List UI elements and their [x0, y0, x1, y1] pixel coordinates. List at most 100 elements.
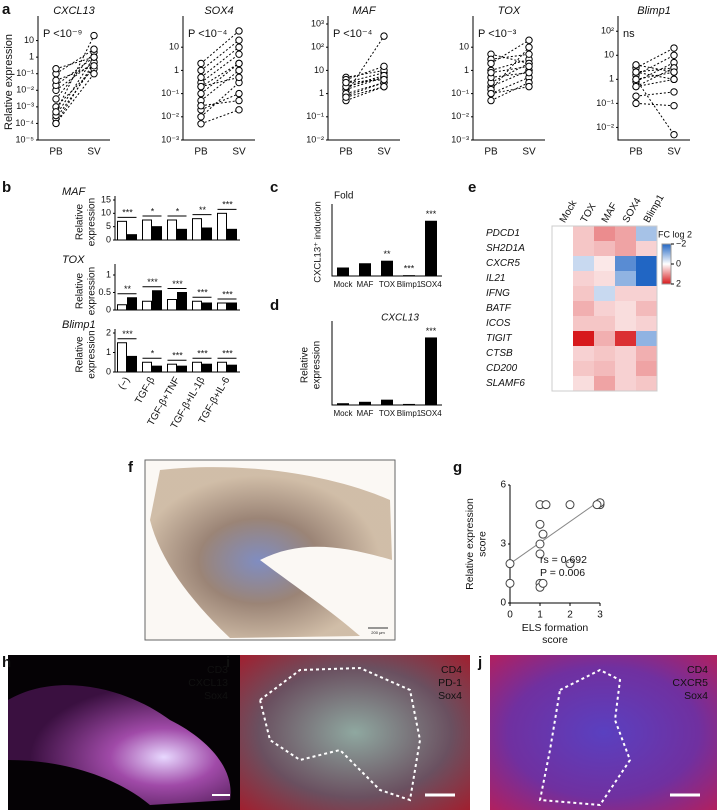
y-tick-label: 10: [24, 35, 34, 45]
pair-line: [345, 69, 385, 78]
y-tick-label: 10⁻²: [161, 111, 179, 121]
bar: [192, 300, 202, 311]
y-tick-label: 10⁻⁵: [16, 134, 35, 144]
bar: [403, 275, 415, 276]
x-tick-label: MAF: [357, 280, 374, 289]
pair-line: [635, 91, 675, 97]
pair-line: [490, 65, 530, 74]
panel-label: h: [2, 654, 11, 671]
y-tick-label: 10⁻¹: [596, 98, 614, 108]
heat-cell: [615, 376, 636, 391]
panel-label: e: [468, 179, 476, 196]
y-axis-label: expression: [87, 267, 98, 315]
channel-label: Sox4: [438, 690, 462, 702]
point: [535, 549, 545, 559]
pair-line: [200, 70, 240, 101]
point: [632, 61, 640, 69]
row-label: CXCR5: [486, 258, 520, 269]
bar: [202, 363, 212, 373]
column-label: SOX4: [621, 196, 644, 225]
point: [52, 108, 60, 116]
heat-cell: [552, 376, 573, 391]
bar: [152, 290, 162, 311]
pair-line: [55, 65, 95, 81]
point: [197, 82, 205, 91]
point: [487, 96, 495, 105]
x-tick-label: PB: [49, 147, 63, 158]
annotation: P <10⁻⁴: [333, 28, 373, 40]
significance: ***: [172, 351, 183, 361]
point: [670, 130, 678, 139]
y-axis-label: Relative: [75, 204, 86, 241]
pair-line: [635, 64, 675, 73]
pair-line: [490, 39, 530, 64]
row-label: TIGIT: [486, 333, 512, 344]
heat-cell: [573, 256, 594, 271]
y-tick-label: 10: [459, 42, 469, 52]
heat-cell: [573, 331, 594, 346]
point: [525, 82, 533, 91]
point: [380, 32, 388, 40]
heat-cell: [552, 301, 573, 316]
colorbar-tick-label: 2: [676, 278, 681, 288]
pair-line: [635, 54, 675, 76]
heat-cell: [636, 241, 657, 256]
significance: ***: [426, 209, 437, 219]
significance: ***: [404, 264, 415, 274]
pair-line: [490, 82, 530, 102]
point: [90, 70, 98, 78]
point: [197, 66, 205, 75]
annotation: P <10⁻³: [478, 28, 517, 40]
pair-line: [55, 35, 95, 113]
significance: ***: [172, 279, 183, 289]
bar: [202, 302, 212, 311]
heat-cell: [573, 376, 594, 391]
significance: *: [151, 349, 155, 359]
point: [525, 36, 533, 44]
row-label: CTSB: [486, 348, 513, 359]
heat-cell: [573, 346, 594, 361]
y-tick-label: 10⁻⁴: [15, 118, 34, 128]
pair-line: [345, 86, 385, 98]
pair-line: [635, 62, 675, 83]
tissue: [150, 467, 392, 638]
y-tick-label: 0: [106, 304, 111, 314]
y-tick-label: 5: [106, 221, 111, 231]
pair-line: [345, 75, 385, 88]
point: [52, 65, 60, 73]
heat-cell: [552, 271, 573, 286]
outline: [258, 666, 422, 802]
y-tick-label: 10⁻¹: [161, 88, 179, 98]
pair-line: [345, 35, 385, 94]
pair-line: [635, 79, 675, 135]
bar: [227, 228, 237, 241]
pair-line: [345, 86, 385, 102]
panel-label: d: [270, 297, 279, 314]
point: [565, 500, 575, 510]
heat-cell: [573, 301, 594, 316]
point: [538, 529, 548, 539]
heat-cell: [552, 361, 573, 376]
pair-line: [200, 63, 240, 94]
x-tick-label: SV: [232, 147, 246, 158]
y-tick-label: 0: [106, 366, 111, 376]
pair-line: [55, 65, 95, 119]
image-i: [240, 655, 470, 810]
channel-label: PD-1: [438, 677, 462, 689]
pair-line: [635, 78, 675, 88]
point: [90, 53, 98, 61]
panel-label: b: [2, 179, 11, 196]
x-tick-label: SOX4: [420, 280, 442, 289]
row-label: SH2D1A: [486, 243, 525, 254]
bar: [359, 263, 371, 276]
x-axis-label: ELS formation: [522, 622, 589, 634]
channel-label: CD3: [207, 664, 228, 676]
y-tick-label: 10⁻²: [16, 85, 34, 95]
bar: [177, 228, 187, 241]
y-axis-label: Relative: [75, 336, 86, 373]
x-tick-label: PB: [629, 147, 643, 158]
chart-title: Blimp1: [637, 5, 671, 17]
bar: [227, 364, 237, 373]
y-axis-label: Relative: [300, 347, 311, 384]
bar: [152, 365, 162, 373]
